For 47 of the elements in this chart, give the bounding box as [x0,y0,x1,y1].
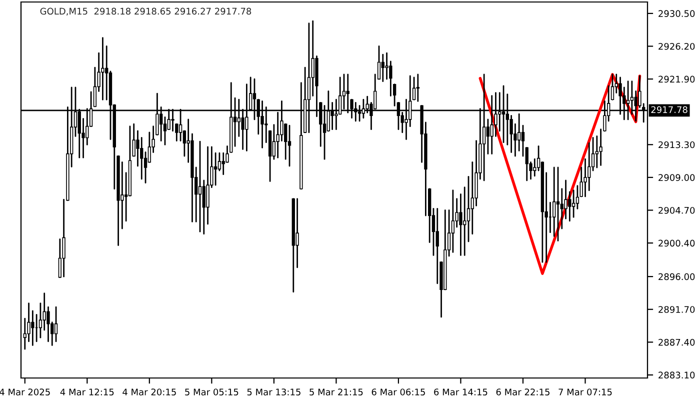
x-tick-label: 5 Mar 13:15 [247,388,300,396]
y-tick-label: 2900.40 [658,240,695,247]
candlestick [288,124,292,167]
candlestick [198,140,202,232]
x-tick-label: 6 Mar 22:15 [496,388,550,396]
candlestick [560,188,564,230]
y-tick-label: 2883.10 [658,372,695,379]
y-tick-label: 2913.30 [658,141,695,148]
x-tick-label: 6 Mar 06:15 [372,388,425,396]
candlestick [381,54,384,82]
candlestick [202,180,206,235]
x-tick-label: 7 Mar 07:15 [558,388,612,396]
candlestick [42,292,46,331]
y-tick-label: 2921.90 [658,76,695,83]
y-tick-label: 2887.40 [658,338,695,346]
x-tick-label: 4 Mar 20:15 [122,388,176,396]
x-tick-label: 5 Mar 05:15 [185,388,238,396]
candlestick [463,186,466,256]
y-tick-label: 2904.70 [658,206,695,214]
candlestick [296,198,299,268]
y-tick-label: 2926.20 [658,42,695,50]
candlestick [222,152,225,176]
ref-line-label: 2917.78 [651,106,688,114]
candlestick [525,146,528,182]
candlestick [451,190,455,253]
y-tick-label: 2909.00 [658,174,695,181]
candlestick [556,166,560,242]
x-tick-label: 6 Mar 14:15 [434,388,488,396]
x-tick-label: 5 Mar 21:15 [310,388,363,396]
candlestick [572,190,576,218]
candlestick [101,37,104,100]
x-tick-label: 4 Mar 2025 [0,388,50,396]
text: GOLD,M15 2918.18 2918.65 2916.27 2917.78 [40,8,252,16]
candlestick [214,152,218,186]
candlestick [486,118,490,154]
candlestick [533,158,536,177]
y-tick-label: 2930.50 [658,10,695,17]
x-tick-label: 4 Mar 12:15 [60,388,114,396]
candlestick [311,20,314,97]
candlestick [416,74,420,102]
candlestick [568,191,572,222]
candlestick [552,166,556,237]
candlestick [31,310,34,346]
candlestick [54,306,58,342]
candlestick [385,52,388,80]
y-tick-label: 2891.70 [658,306,695,313]
y-tick-label: 2896.00 [658,273,695,280]
